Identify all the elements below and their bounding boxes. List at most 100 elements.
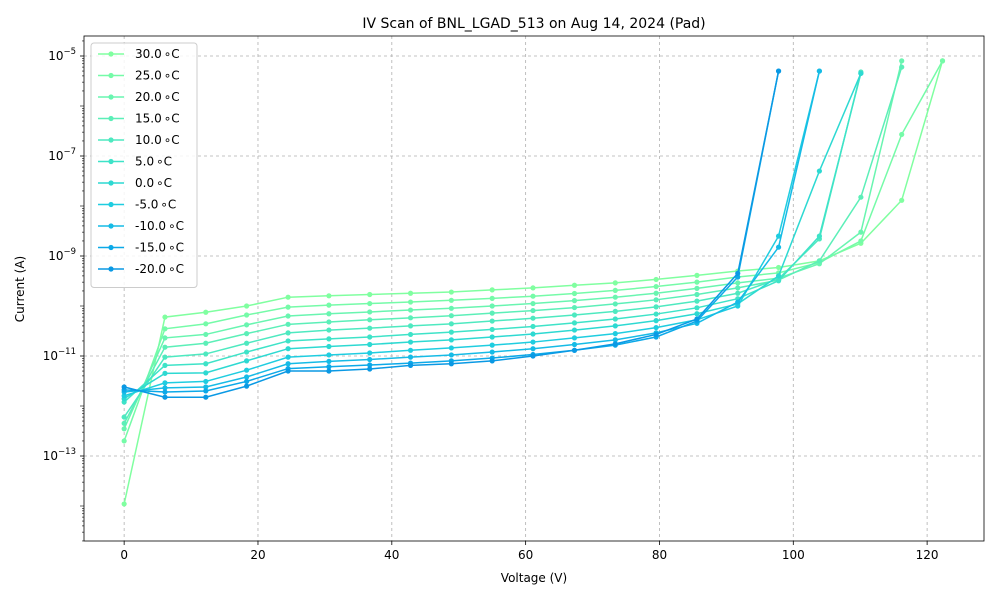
data-point xyxy=(203,331,209,338)
data-point xyxy=(326,343,332,350)
data-point xyxy=(121,384,127,390)
series-line xyxy=(123,60,903,430)
data-point xyxy=(285,354,291,360)
legend-item: 15.0 ∘C xyxy=(98,112,180,126)
data-point xyxy=(244,383,250,389)
data-point xyxy=(571,312,578,318)
legend-item: 0.0 ∘C xyxy=(98,176,172,190)
legend: 30.0 ∘C 25.0 ∘C 20.0 ∘C 15.0 ∘C 10.0 ∘C 5.0 ∘C 0.0 ∘C… xyxy=(90,42,198,288)
data-point xyxy=(694,305,700,311)
data-point xyxy=(816,258,822,264)
data-point xyxy=(326,311,332,317)
series--10.0 xyxy=(121,68,822,395)
data-point xyxy=(367,356,373,363)
data-point xyxy=(326,364,332,370)
data-point xyxy=(694,298,700,304)
legend-marker xyxy=(108,115,114,122)
data-point xyxy=(489,310,495,316)
data-point xyxy=(571,320,578,326)
data-point xyxy=(694,285,700,291)
data-point xyxy=(571,282,578,288)
x-tick-label: 40 xyxy=(384,548,399,562)
data-point xyxy=(653,311,659,317)
data-point xyxy=(448,352,454,358)
y-tick-label: 10−5 xyxy=(48,47,76,63)
legend-label: 30.0 ∘C xyxy=(135,47,180,61)
data-point xyxy=(285,294,291,300)
data-point xyxy=(326,352,332,358)
data-point xyxy=(858,238,864,244)
data-point xyxy=(244,322,250,328)
legend-item: -15.0 ∘C xyxy=(98,241,184,255)
data-point xyxy=(367,366,373,372)
data-point xyxy=(653,283,659,290)
x-tick-label: 0 xyxy=(120,548,128,562)
data-point xyxy=(571,341,578,348)
data-point xyxy=(530,285,536,291)
y-tick-label: 10−13 xyxy=(43,447,76,463)
data-point xyxy=(326,327,332,333)
legend-label: 0.0 ∘C xyxy=(135,176,172,190)
data-point xyxy=(735,299,741,305)
data-point xyxy=(448,313,454,319)
data-point xyxy=(571,347,578,353)
data-point xyxy=(612,316,618,322)
series--5.0 xyxy=(121,68,822,399)
data-point xyxy=(735,280,741,286)
data-point xyxy=(899,58,905,64)
data-point xyxy=(244,358,250,364)
x-axis: 0 20 40 60 80 100 120 xyxy=(120,541,939,562)
data-point xyxy=(448,361,454,367)
data-point xyxy=(162,385,168,391)
x-tick-label: 80 xyxy=(652,548,667,562)
legend-marker xyxy=(108,266,114,272)
data-point xyxy=(407,354,414,360)
data-point xyxy=(367,350,373,356)
data-point xyxy=(448,305,454,311)
legend-item: -10.0 ∘C xyxy=(98,219,184,233)
data-point xyxy=(489,326,495,333)
data-point xyxy=(244,303,250,309)
legend-item: 30.0 ∘C xyxy=(98,47,180,61)
data-point xyxy=(735,290,741,296)
plot-frame xyxy=(83,35,985,542)
data-point xyxy=(530,339,536,345)
y-tick-label: 10−7 xyxy=(48,147,76,163)
data-point xyxy=(407,299,414,305)
data-point xyxy=(735,303,741,309)
data-point xyxy=(612,341,618,347)
data-point xyxy=(775,264,782,271)
legend-item: 25.0 ∘C xyxy=(98,69,180,83)
legend-item: -5.0 ∘C xyxy=(98,198,176,212)
data-point xyxy=(612,294,618,300)
series-line xyxy=(123,66,903,424)
legend-label: -15.0 ∘C xyxy=(135,241,184,255)
data-point xyxy=(735,270,741,276)
y-axis-label: Current (A) xyxy=(13,256,27,322)
data-point xyxy=(858,229,864,235)
data-point xyxy=(285,330,291,336)
data-point xyxy=(448,337,454,343)
data-point xyxy=(899,197,905,203)
series-line xyxy=(124,70,821,393)
data-point xyxy=(694,279,700,285)
data-point xyxy=(530,323,536,330)
legend-marker xyxy=(108,72,114,79)
data-point xyxy=(244,331,250,337)
data-point xyxy=(244,349,250,355)
series-20.0 xyxy=(121,58,905,432)
x-axis-label: Voltage (V) xyxy=(501,571,567,585)
legend-label: 5.0 ∘C xyxy=(135,155,172,169)
data-point xyxy=(285,313,291,319)
data-point xyxy=(367,309,373,315)
data-point xyxy=(367,341,373,348)
data-point xyxy=(735,285,741,291)
data-point xyxy=(407,323,414,329)
data-point xyxy=(858,194,864,200)
data-point xyxy=(530,307,536,314)
legend-marker xyxy=(108,244,114,251)
data-point xyxy=(530,293,536,299)
series-line xyxy=(123,60,944,505)
data-point xyxy=(244,378,250,385)
